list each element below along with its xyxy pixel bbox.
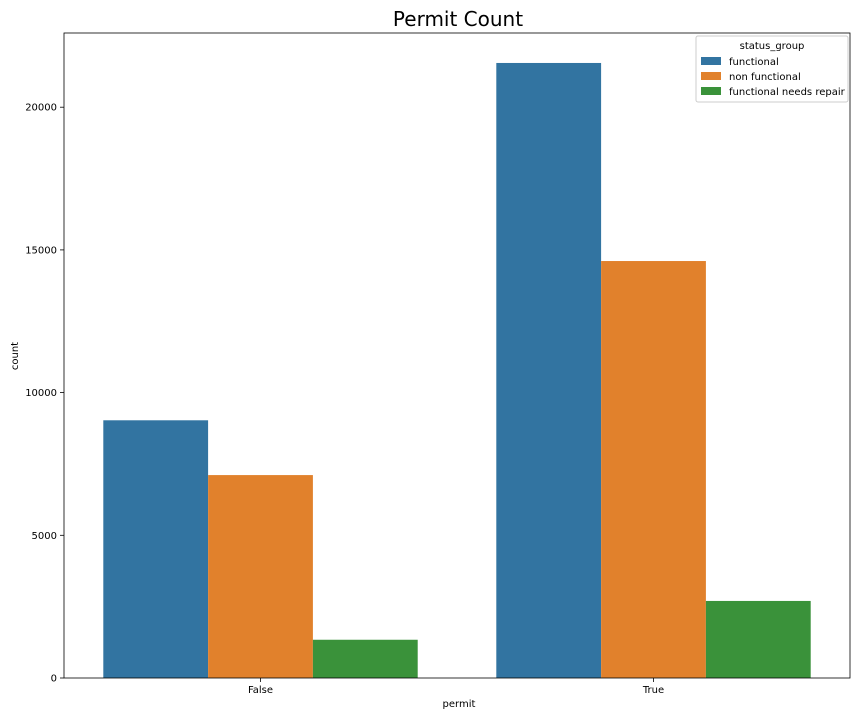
legend-swatch [701,57,721,65]
legend-box [695,35,849,103]
legend-label: non functional [729,72,801,83]
bar-true-functional-needs-repair [705,600,811,678]
x-tick-label: True [642,685,664,696]
y-tick-label: 0 [51,674,57,685]
y-tick-label: 15000 [25,245,57,256]
x-tick-label: False [248,685,273,696]
bar-false-functional [103,420,209,678]
y-tick-label: 10000 [25,388,57,399]
legend-label: functional needs repair [729,87,846,98]
x-axis-label: permit [443,699,476,710]
legend-label: functional [729,57,779,68]
bar-false-non-functional [208,475,313,678]
y-tick-label: 5000 [32,531,57,542]
y-axis: 0 5000 10000 15000 20000 [25,103,64,685]
legend-swatch [701,72,721,80]
bar-true-functional [496,62,602,679]
legend-title: status_group [740,41,805,52]
plot-frame [63,32,851,679]
bars-group [103,62,811,679]
chart-title: Permit Count [393,7,523,31]
y-tick-label: 20000 [25,103,57,114]
x-axis: False True [248,678,664,696]
bar-true-non-functional [601,261,706,678]
y-axis-label: count [10,342,21,370]
legend-items: functional non functional functional needs… [701,57,846,98]
bar-false-functional-needs-repair [312,639,418,678]
legend-swatch [701,87,721,95]
